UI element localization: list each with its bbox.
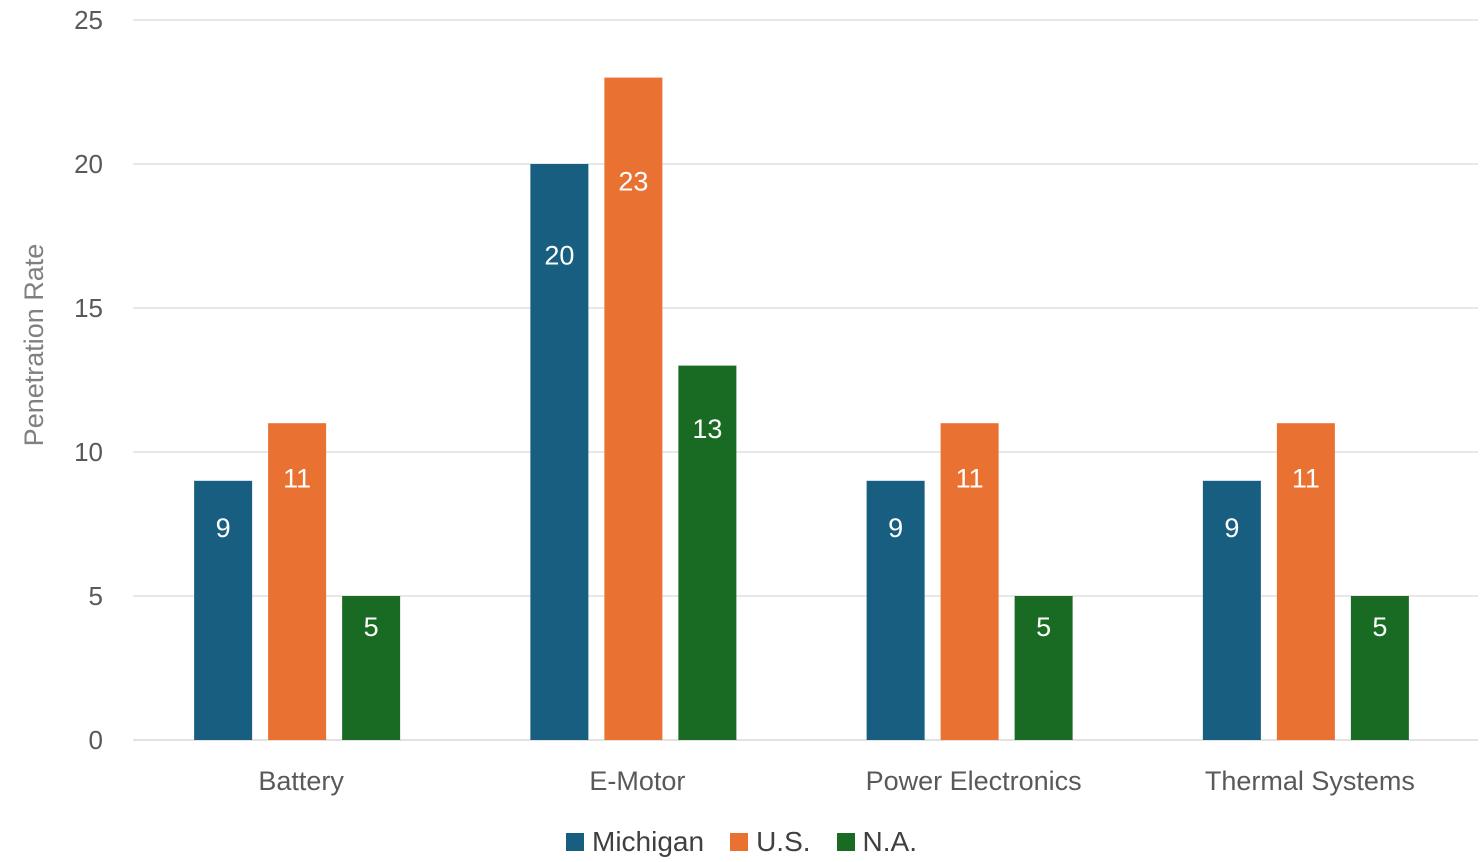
legend-label: N.A.	[862, 826, 917, 857]
data-label: 9	[888, 513, 903, 543]
legend-swatch	[566, 833, 584, 851]
data-label: 5	[1036, 612, 1051, 642]
legend-swatch	[836, 833, 855, 851]
x-tick-label: Thermal Systems	[1205, 766, 1415, 796]
y-tick-label: 25	[74, 5, 103, 35]
legend-swatch	[730, 833, 749, 851]
data-label: 9	[216, 513, 231, 543]
legend-label: U.S.	[756, 826, 811, 857]
x-tick-label: Battery	[258, 766, 344, 796]
x-tick-label: Power Electronics	[866, 766, 1082, 796]
legend-label: Michigan	[592, 826, 705, 857]
y-tick-label: 20	[74, 149, 103, 179]
data-label: 5	[1372, 612, 1387, 642]
chart-legend: Michigan U.S. N.A.	[0, 822, 1483, 862]
y-tick-label: 0	[89, 725, 103, 755]
legend-item: N.A.	[836, 826, 917, 858]
bar-n-a-	[678, 365, 737, 740]
bar-n-a-	[1014, 596, 1073, 740]
bar-michigan	[1202, 480, 1261, 740]
data-label: 5	[364, 612, 379, 642]
data-label: 9	[1224, 513, 1239, 543]
data-label: 13	[692, 414, 722, 444]
data-label: 20	[544, 241, 574, 271]
y-tick-label: 15	[74, 293, 103, 323]
y-axis-title: Penetration Rate	[19, 244, 49, 447]
data-label: 11	[956, 464, 984, 494]
y-tick-label: 10	[74, 437, 103, 467]
legend-item: Michigan	[566, 826, 704, 858]
data-label: 23	[618, 166, 648, 196]
bar-n-a-	[1350, 596, 1409, 740]
bar-u-s-	[940, 423, 999, 740]
bar-michigan	[194, 480, 253, 740]
bar-michigan	[530, 164, 589, 740]
bar-michigan	[866, 480, 925, 740]
legend-item: U.S.	[730, 826, 811, 858]
bar-chart: 0 5 10 15 20 25 Penetration Rate 9 11 5 Battery 20 2…	[19, 5, 1478, 796]
x-tick-label: E-Motor	[589, 766, 685, 796]
data-label: 11	[283, 464, 311, 494]
y-tick-label: 5	[89, 581, 103, 611]
bar-u-s-	[604, 77, 663, 741]
bar-n-a-	[342, 596, 401, 740]
bar-u-s-	[268, 423, 327, 740]
bar-u-s-	[1276, 423, 1335, 740]
data-label: 11	[1292, 464, 1320, 494]
